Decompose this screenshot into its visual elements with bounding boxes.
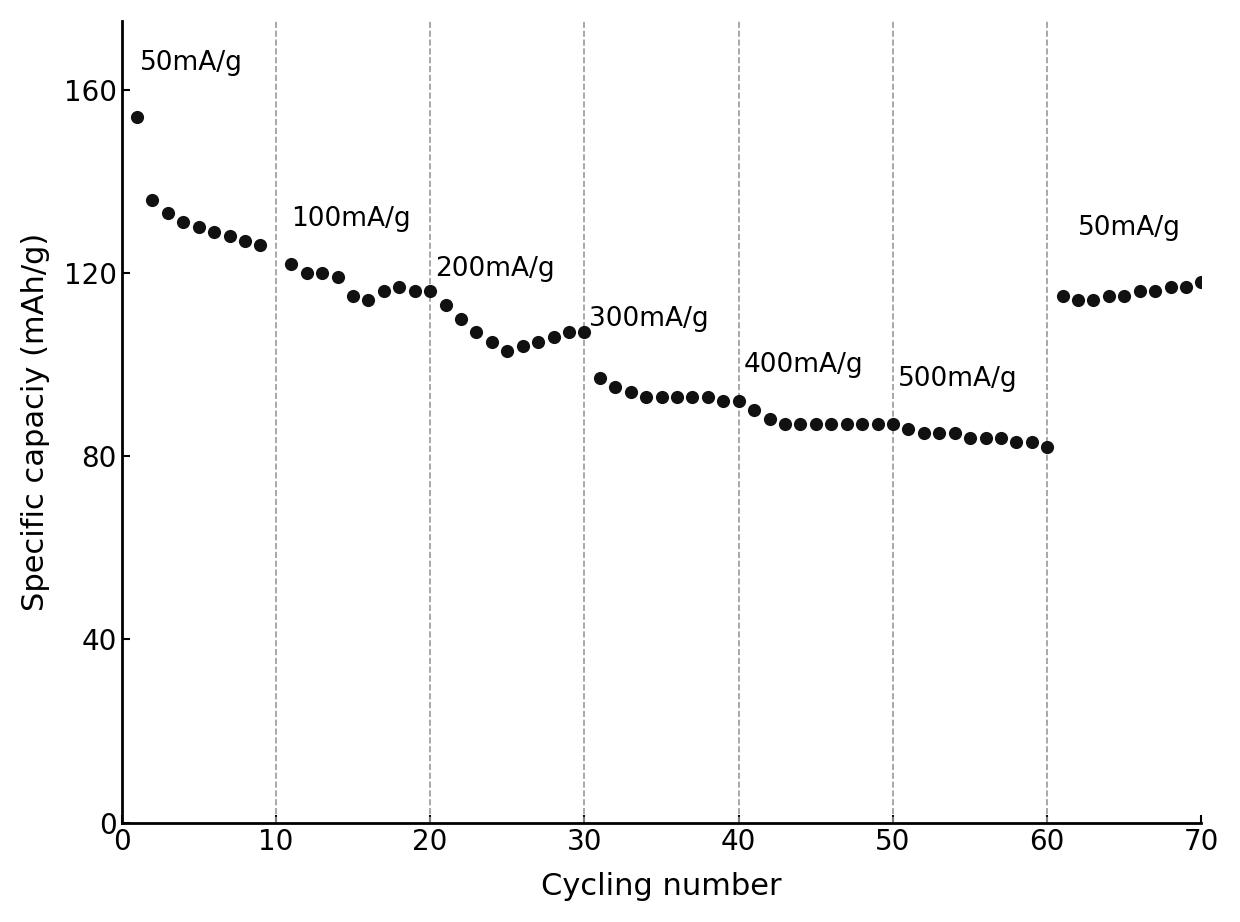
Point (945, 426, 965, 441)
Point (1084, 293, 1104, 308)
Point (466, 325, 486, 340)
Point (760, 412, 780, 427)
Text: 400mA/g: 400mA/g (743, 352, 863, 378)
Point (143, 192, 162, 207)
Point (327, 270, 347, 285)
Point (358, 293, 378, 308)
Point (1068, 293, 1087, 308)
Point (914, 426, 934, 441)
X-axis label: Cycling number: Cycling number (541, 872, 782, 901)
Point (929, 426, 949, 441)
Point (236, 233, 255, 248)
Point (1053, 289, 1073, 303)
Point (543, 329, 563, 344)
Point (775, 417, 795, 431)
Point (1099, 289, 1118, 303)
Point (1130, 284, 1149, 299)
Point (389, 279, 409, 294)
Point (790, 417, 810, 431)
Point (126, 110, 146, 124)
Point (852, 417, 872, 431)
Point (667, 389, 687, 404)
Point (636, 389, 656, 404)
Point (374, 284, 394, 299)
Point (312, 266, 332, 280)
Point (621, 384, 641, 399)
Point (991, 431, 1011, 445)
Point (960, 431, 980, 445)
Point (1146, 284, 1166, 299)
Point (806, 417, 826, 431)
Point (343, 289, 363, 303)
Point (404, 284, 424, 299)
Point (682, 389, 702, 404)
Point (1022, 435, 1042, 450)
Text: 300mA/g: 300mA/g (589, 306, 708, 333)
Point (868, 417, 888, 431)
Point (451, 312, 471, 326)
Point (157, 206, 177, 220)
Point (883, 417, 903, 431)
Point (744, 403, 764, 418)
Point (1038, 440, 1058, 455)
Point (574, 325, 594, 340)
Text: 50mA/g: 50mA/g (140, 50, 243, 76)
Point (821, 417, 841, 431)
Point (296, 266, 316, 280)
Point (1007, 435, 1027, 450)
Text: 500mA/g: 500mA/g (898, 366, 1017, 392)
Point (420, 284, 440, 299)
Point (497, 343, 517, 358)
Point (250, 238, 270, 253)
Point (1115, 289, 1135, 303)
Point (729, 394, 749, 408)
Text: 200mA/g: 200mA/g (435, 256, 554, 282)
Point (435, 298, 455, 313)
Point (976, 431, 996, 445)
Point (174, 215, 193, 230)
Point (1176, 279, 1195, 294)
Text: 100mA/g: 100mA/g (291, 206, 410, 231)
Y-axis label: Specific capaciy (mAh/g): Specific capaciy (mAh/g) (21, 232, 50, 611)
Point (713, 394, 733, 408)
Point (528, 334, 548, 349)
Point (651, 389, 671, 404)
Point (590, 371, 610, 385)
Point (205, 224, 224, 239)
Point (605, 380, 625, 395)
Text: 50mA/g: 50mA/g (1078, 215, 1180, 241)
Point (482, 334, 502, 349)
Point (513, 338, 533, 353)
Point (559, 325, 579, 340)
Point (188, 219, 208, 234)
Point (1161, 279, 1180, 294)
Point (698, 389, 718, 404)
Point (1192, 275, 1211, 290)
Point (219, 229, 239, 243)
Point (281, 256, 301, 271)
Point (899, 421, 919, 436)
Point (837, 417, 857, 431)
